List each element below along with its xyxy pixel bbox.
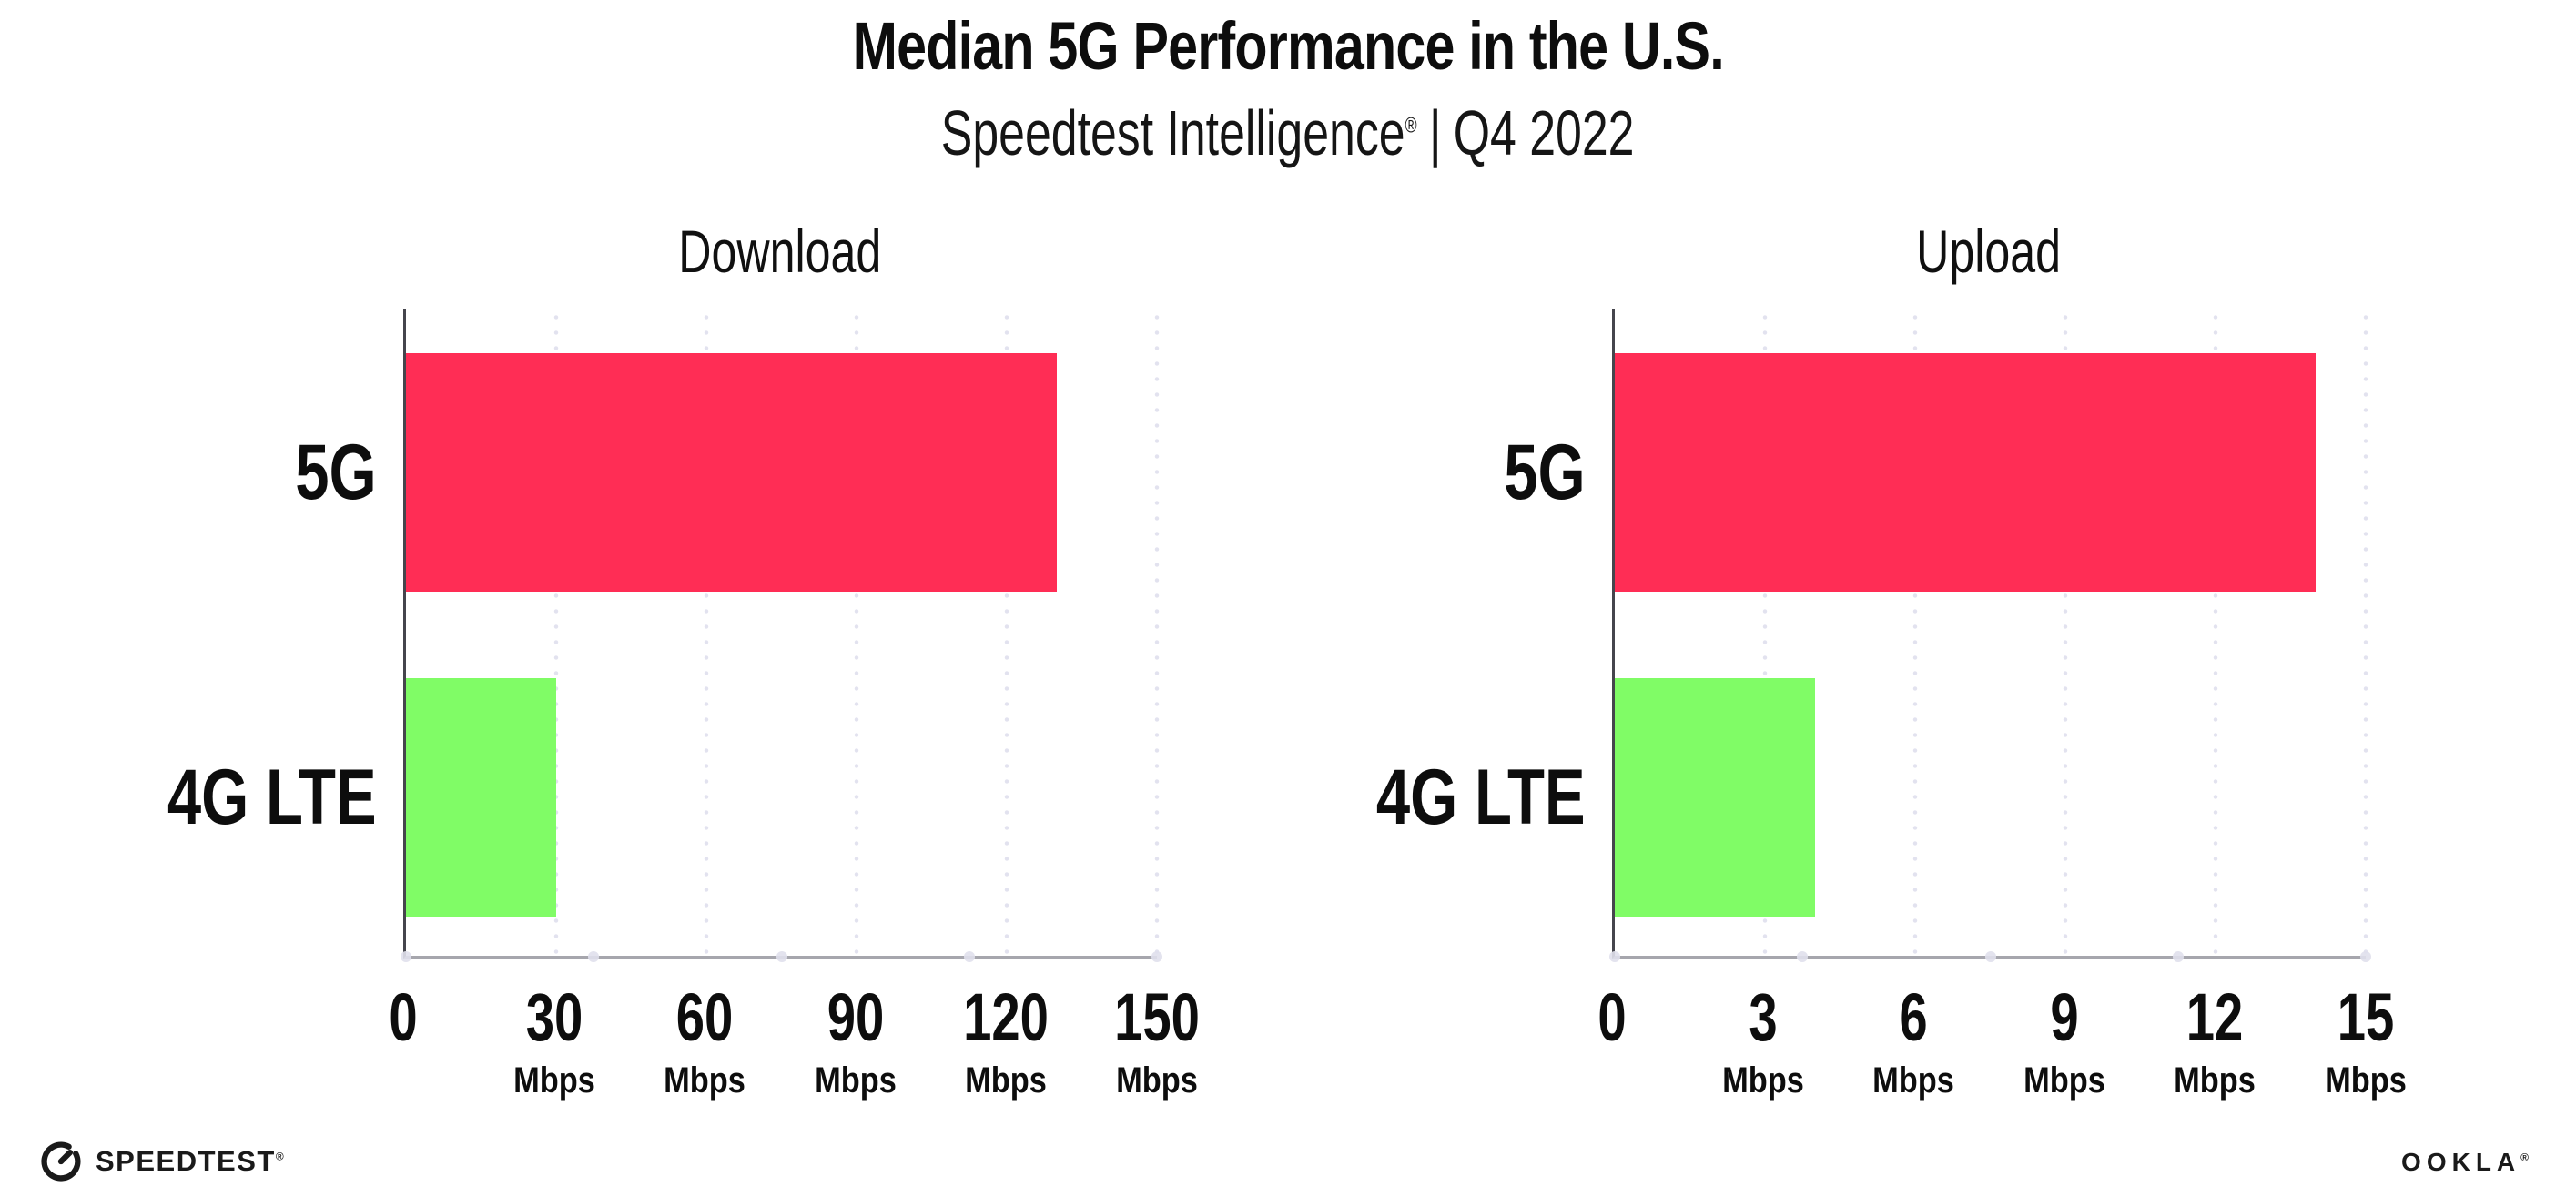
axis-dot [963,951,975,962]
subheader: Speedtest Intelligence® | Q4 2022 [0,98,2576,168]
subtitle-separator: | [1429,97,1442,168]
x-tick-value: 30 [525,979,583,1055]
x-tick-value: 90 [827,979,885,1055]
gridline-15 [2363,309,2368,956]
speedtest-gauge-icon [41,1141,81,1182]
axis-dot [588,951,600,962]
x-tick-3: 3 Mbps [1715,979,1810,1101]
x-tick-30: 30 Mbps [506,979,601,1101]
axis-dot [401,951,411,962]
gridline-12 [2213,309,2218,956]
upload-chart-title-wrap: Upload [1612,217,2366,309]
axis-dot [2172,951,2184,962]
download-chart: Download 5G 4G LTE 0 30 Mbps 60 Mbps 90 Mbps 120… [167,218,1200,1099]
axis-dot [1984,951,1996,962]
gridline-90 [854,309,859,956]
download-x-axis-ticks: 0 30 Mbps 60 Mbps 90 Mbps 120 Mbps 150 Mbps [389,959,1200,1141]
gridline-9 [2063,309,2068,956]
upload-chart-title: Upload [1916,218,2062,285]
x-tick-120: 120 Mbps [950,979,1062,1101]
registered-trademark-symbol: ® [1405,113,1417,138]
ookla-wordmark-text: OOKLA [2401,1148,2521,1176]
bar-5g [1615,353,2316,592]
x-tick-unit: Mbps [2023,1060,2105,1101]
bar-5g [406,353,1057,592]
x-tick-unit: Mbps [664,1060,746,1101]
speedtest-logo: SPEEDTEST® [40,1141,285,1182]
gridline-6 [1912,309,1918,956]
x-tick-0: 0 [384,984,421,1051]
x-tick-150: 150 Mbps [1100,979,1212,1101]
ookla-registered-symbol: ® [2520,1151,2534,1164]
speedtest-wordmark-text: SPEEDTEST [96,1145,276,1177]
x-tick-unit: Mbps [2174,1060,2257,1101]
download-plot-area: 5G 4G LTE [167,309,1162,962]
x-tick-value: 9 [2050,979,2079,1055]
category-label-5g: 5G [1504,429,1586,516]
speedtest-registered-symbol: ® [275,1150,286,1163]
x-tick-value: 6 [1899,979,1928,1055]
x-tick-12: 12 Mbps [2167,979,2262,1101]
ookla-wordmark: OOKLA® [2401,1148,2534,1176]
x-tick-value: 0 [389,979,418,1055]
x-tick-unit: Mbps [1116,1060,1198,1101]
x-tick-90: 90 Mbps [808,979,903,1101]
x-tick-unit: Mbps [1872,1060,1955,1101]
gridline-150 [1154,309,1160,956]
subtitle-period: Q4 2022 [1454,97,1635,168]
download-chart-title: Download [678,218,882,285]
gridline-60 [704,309,709,956]
page-subtitle: Speedtest Intelligence® | Q4 2022 [941,98,1635,168]
x-tick-value: 120 [963,979,1050,1055]
x-tick-6: 6 Mbps [1866,979,1961,1101]
subtitle-brand: Speedtest Intelligence [941,97,1405,168]
category-label-5g: 5G [295,429,377,516]
x-tick-0: 0 [1593,984,1630,1051]
upload-x-axis-ticks: 0 3 Mbps 6 Mbps 9 Mbps 12 Mbps 15 Mbps [1597,959,2407,1141]
gridline-3 [1762,309,1768,956]
x-tick-unit: Mbps [512,1060,595,1101]
x-tick-value: 150 [1114,979,1200,1055]
ookla-logo: OOKLA® [2401,1148,2534,1177]
upload-chart: Upload 5G 4G LTE 0 3 Mbps 6 Mbps 9 Mbps 12 Mbps 15… [1376,218,2407,1099]
axis-dot [776,951,787,962]
x-tick-value: 12 [2186,979,2244,1055]
upload-plot-area: 5G 4G LTE [1376,309,2371,962]
page-title: Median 5G Performance in the U.S. [852,8,1724,84]
x-tick-unit: Mbps [2325,1060,2407,1101]
category-label-4g-lte: 4G LTE [1376,754,1586,841]
x-tick-unit: Mbps [965,1060,1048,1101]
bar-4g-lte [1615,678,1815,917]
x-tick-60: 60 Mbps [657,979,752,1101]
x-tick-value: 0 [1597,979,1627,1055]
category-label-4g-lte: 4G LTE [167,754,377,841]
download-chart-title-wrap: Download [403,217,1157,309]
x-tick-value: 15 [2337,979,2395,1055]
x-tick-15: 15 Mbps [2318,979,2413,1101]
axis-dot [1151,951,1162,962]
x-tick-value: 60 [675,979,734,1055]
x-tick-unit: Mbps [1721,1060,1804,1101]
axis-dot [1797,951,1809,962]
x-tick-9: 9 Mbps [2017,979,2112,1101]
axis-dot [1609,951,1620,962]
bar-4g-lte [406,678,556,917]
header: Median 5G Performance in the U.S. [0,11,2576,82]
x-tick-unit: Mbps [814,1060,897,1101]
axis-dot [2360,951,2371,962]
gridline-30 [553,309,559,956]
gridline-120 [1004,309,1009,956]
speedtest-wordmark: SPEEDTEST® [96,1145,285,1178]
x-tick-value: 3 [1748,979,1778,1055]
